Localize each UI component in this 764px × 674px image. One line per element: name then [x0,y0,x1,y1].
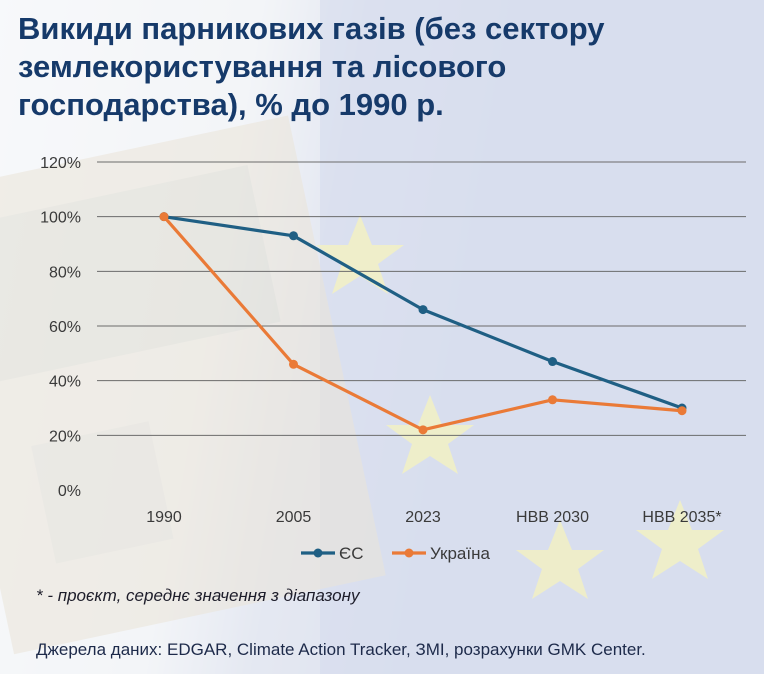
chart-legend: ЄС Україна [301,544,490,563]
y-tick-label: 120% [40,155,81,172]
y-tick-label: 100% [40,210,81,227]
data-point [418,305,428,315]
data-point [548,357,557,367]
chart-grid [97,161,746,436]
x-tick-label: 1990 [146,509,182,526]
x-axis-ticks: 1990 2005 2023 НВВ 2030 НВВ 2035* [146,509,721,526]
x-tick-label: 2005 [276,509,312,526]
y-tick-label: 20% [49,428,81,445]
x-tick-label: 2023 [405,509,441,526]
y-tick-label: 0% [58,483,81,500]
y-tick-label: 40% [49,374,81,391]
data-source-note: Джерела даних: EDGAR, Climate Action Tra… [36,640,646,659]
data-point [159,212,169,222]
x-tick-label: НВВ 2030 [516,509,589,526]
chart-series [159,212,687,435]
legend-label: ЄС [339,544,364,563]
series-line-1 [162,215,683,432]
legend-marker [313,548,323,558]
y-tick-label: 80% [49,264,81,281]
data-point [289,359,298,369]
legend-label: Україна [430,544,490,563]
chart-title: Викиди парникових газів (без сектору зем… [18,11,605,122]
footnote: * - проєкт, середнє значення з діапазону [36,586,360,605]
y-axis-ticks: 0% 20% 40% 60% 80% 100% 120% [40,155,81,500]
data-point [289,231,298,241]
data-point [677,406,687,416]
legend-marker [404,548,414,558]
data-point [548,395,557,405]
data-point [418,425,428,435]
x-tick-label: НВВ 2035* [642,509,721,526]
y-tick-label: 60% [49,319,81,336]
